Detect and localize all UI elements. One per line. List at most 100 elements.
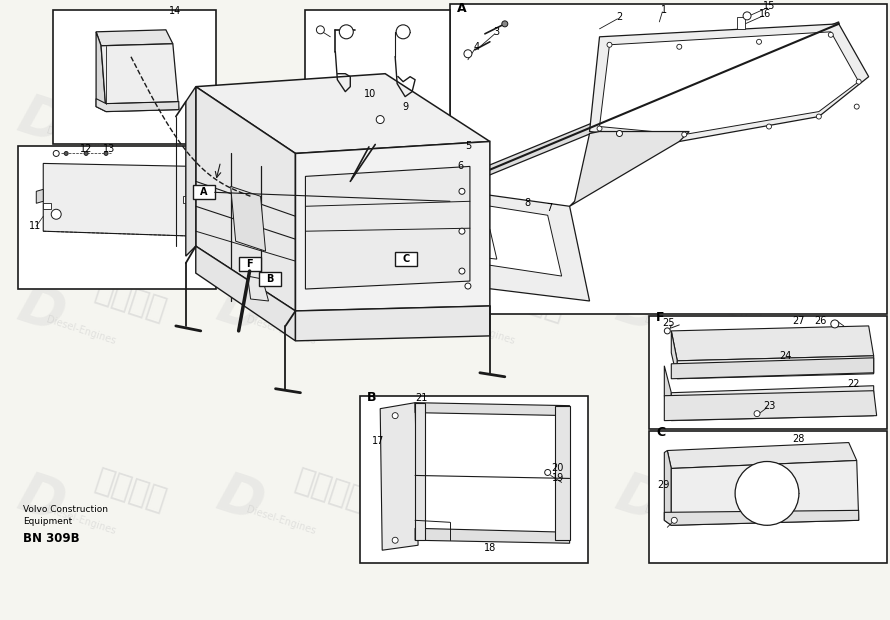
Text: 23: 23 — [763, 401, 775, 410]
Polygon shape — [196, 87, 295, 311]
Text: 12: 12 — [80, 144, 93, 154]
Bar — [19, 146, 215, 289]
Text: 1: 1 — [661, 5, 668, 15]
Text: Diesel-Engines: Diesel-Engines — [643, 125, 716, 157]
Text: 27: 27 — [793, 316, 805, 326]
Polygon shape — [589, 24, 869, 141]
Circle shape — [682, 132, 687, 137]
Text: Diesel-Engines: Diesel-Engines — [245, 125, 317, 157]
Polygon shape — [96, 99, 179, 112]
Bar — [395, 252, 417, 266]
Text: 22: 22 — [847, 379, 860, 389]
Text: B: B — [266, 274, 273, 284]
Circle shape — [607, 42, 612, 47]
Polygon shape — [305, 166, 470, 289]
Polygon shape — [472, 203, 562, 276]
Circle shape — [816, 114, 821, 119]
Polygon shape — [664, 391, 877, 420]
Text: 紫发动力: 紫发动力 — [291, 87, 369, 136]
Polygon shape — [415, 402, 425, 540]
Polygon shape — [44, 164, 196, 236]
Polygon shape — [677, 356, 874, 379]
Text: 紫发动力: 紫发动力 — [490, 466, 569, 515]
Bar — [737, 17, 745, 29]
Text: B: B — [368, 391, 376, 404]
Bar — [305, 10, 450, 144]
Text: Diesel-Engines: Diesel-Engines — [45, 315, 117, 347]
Text: C: C — [402, 254, 409, 264]
Circle shape — [459, 188, 465, 194]
Text: 紫发动力: 紫发动力 — [690, 276, 768, 326]
Polygon shape — [468, 226, 497, 259]
Text: D: D — [210, 89, 271, 154]
Circle shape — [376, 115, 384, 123]
Text: 13: 13 — [103, 144, 115, 154]
Text: 紫发动力: 紫发动力 — [490, 276, 569, 326]
Polygon shape — [196, 74, 490, 153]
Polygon shape — [671, 326, 874, 361]
Text: Diesel-Engines: Diesel-Engines — [444, 505, 516, 536]
Text: 紫发动力: 紫发动力 — [291, 276, 369, 326]
Text: 25: 25 — [662, 318, 675, 328]
Circle shape — [766, 124, 772, 129]
Circle shape — [735, 461, 799, 525]
Text: 16: 16 — [759, 9, 771, 19]
Polygon shape — [196, 246, 295, 341]
Text: 紫发动力: 紫发动力 — [92, 466, 170, 515]
Circle shape — [392, 538, 398, 543]
Circle shape — [856, 79, 862, 84]
Text: 5: 5 — [465, 141, 471, 151]
Text: A: A — [457, 2, 466, 16]
Text: 14: 14 — [168, 6, 181, 16]
Polygon shape — [295, 141, 490, 311]
Circle shape — [459, 268, 465, 274]
Text: A: A — [200, 187, 207, 197]
Text: D: D — [409, 89, 470, 154]
Polygon shape — [668, 443, 857, 469]
Circle shape — [53, 151, 60, 156]
Circle shape — [664, 328, 670, 334]
Text: D: D — [11, 89, 71, 154]
Polygon shape — [671, 331, 677, 379]
Polygon shape — [664, 510, 859, 525]
Text: 紫发动力: 紫发动力 — [92, 276, 170, 326]
Bar — [193, 185, 214, 199]
Bar — [650, 316, 886, 428]
Text: BN 309B: BN 309B — [23, 532, 80, 545]
Polygon shape — [462, 22, 838, 187]
Text: 紫发动力: 紫发动力 — [291, 466, 369, 515]
Polygon shape — [671, 461, 859, 525]
Circle shape — [464, 50, 472, 58]
Circle shape — [64, 151, 69, 156]
Circle shape — [317, 26, 324, 34]
Text: 9: 9 — [402, 102, 409, 112]
Text: 28: 28 — [793, 433, 805, 443]
Text: 紫发动力: 紫发动力 — [690, 87, 768, 136]
Text: 20: 20 — [552, 464, 564, 474]
Text: Diesel-Engines: Diesel-Engines — [444, 125, 516, 157]
Bar — [182, 197, 190, 203]
Text: Diesel-Engines: Diesel-Engines — [643, 505, 716, 536]
Circle shape — [756, 39, 762, 44]
Polygon shape — [36, 189, 44, 203]
Text: Volvo Construction
Equipment: Volvo Construction Equipment — [23, 505, 109, 526]
Bar — [53, 10, 215, 144]
Polygon shape — [101, 44, 179, 112]
Circle shape — [829, 32, 833, 37]
Text: 19: 19 — [552, 474, 563, 484]
Circle shape — [104, 151, 108, 156]
Text: F: F — [247, 259, 253, 269]
Text: Diesel-Engines: Diesel-Engines — [45, 505, 117, 536]
Text: D: D — [609, 467, 669, 533]
Text: D: D — [210, 467, 271, 533]
Circle shape — [597, 126, 602, 131]
Text: 8: 8 — [525, 198, 530, 208]
Circle shape — [854, 104, 859, 109]
Polygon shape — [570, 131, 689, 206]
Polygon shape — [671, 358, 874, 379]
Circle shape — [502, 21, 508, 27]
Circle shape — [545, 469, 551, 476]
Bar — [259, 272, 280, 286]
Text: 紫发动力: 紫发动力 — [490, 87, 569, 136]
Circle shape — [52, 210, 61, 219]
